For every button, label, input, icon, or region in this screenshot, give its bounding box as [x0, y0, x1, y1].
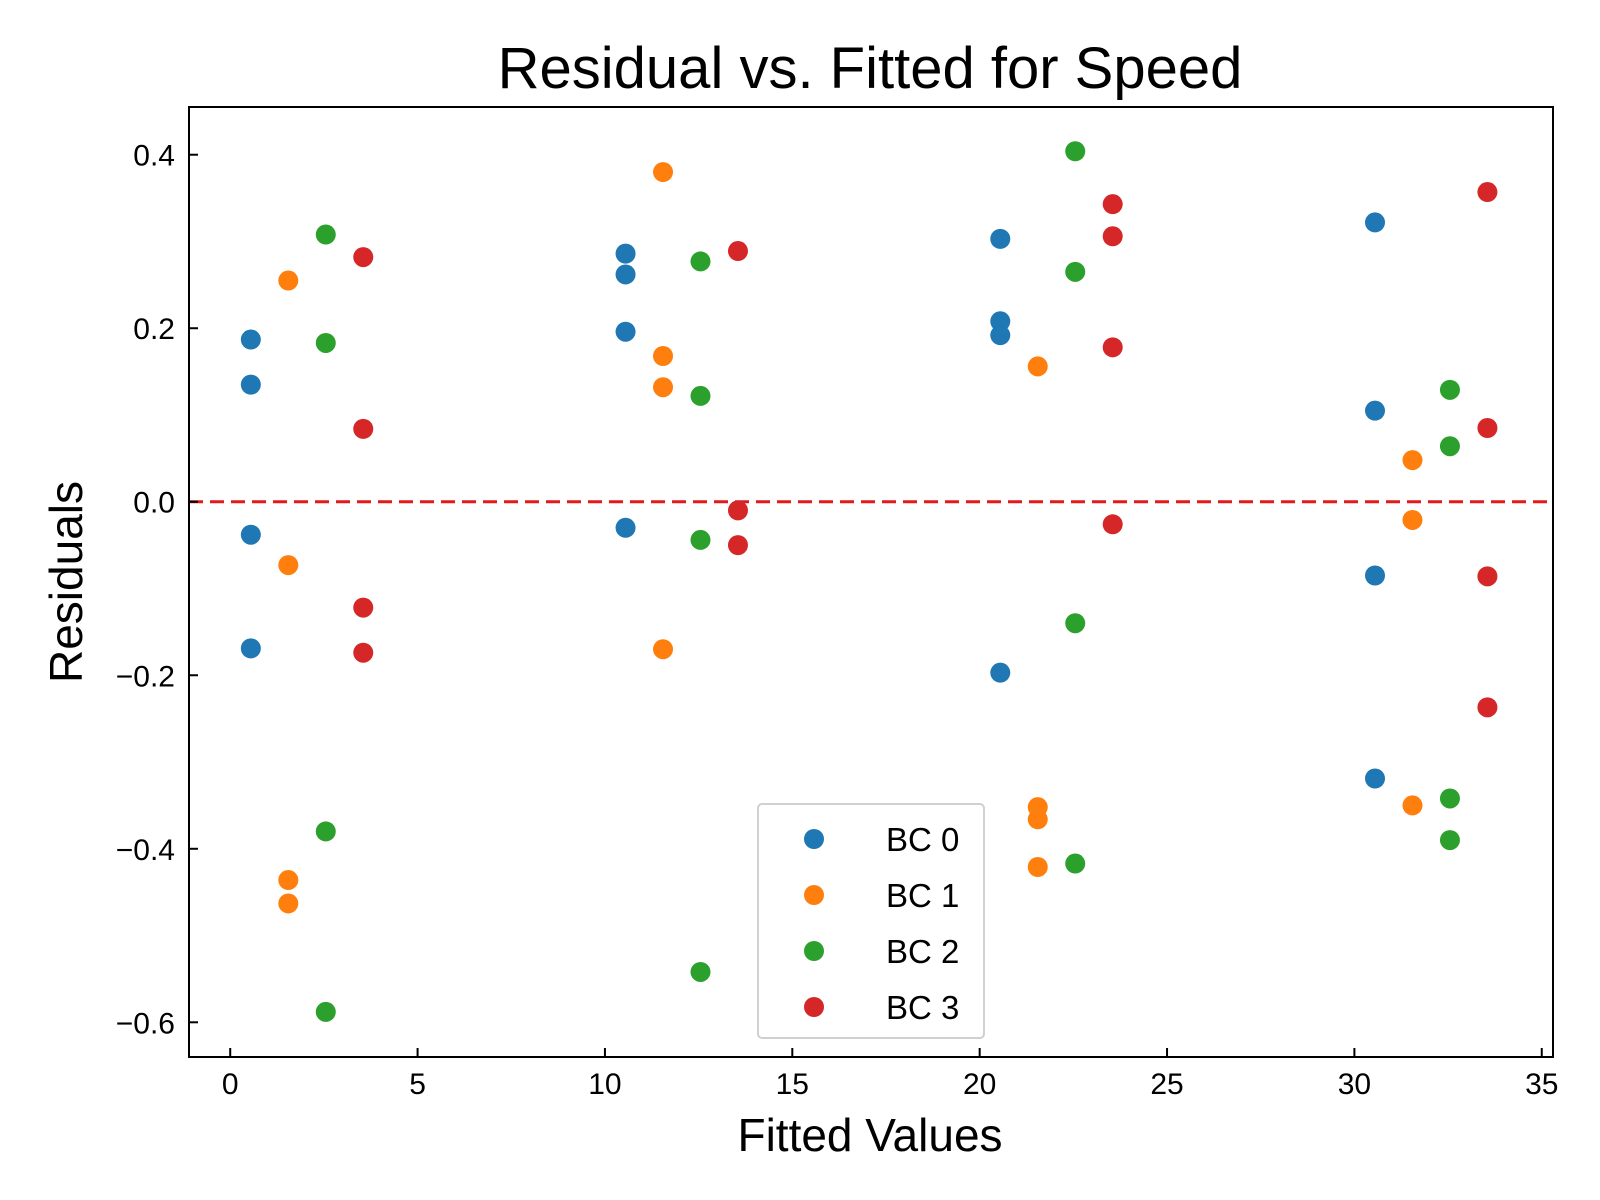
legend-marker-bc0	[804, 829, 824, 849]
legend-label-bc2: BC 2	[886, 933, 959, 970]
y-axis: 0.4 0.2 0.0 −0.2 −0.4 −0.6	[116, 140, 198, 1040]
x-tick-label: 25	[1150, 1068, 1183, 1101]
data-point-bc0	[240, 524, 261, 545]
data-point-bc1	[653, 639, 674, 660]
y-tick-label: 0.4	[133, 140, 175, 173]
x-tick-label: 30	[1338, 1068, 1371, 1101]
data-point-bc3	[353, 597, 374, 618]
legend-label-bc0: BC 0	[886, 821, 959, 858]
data-point-bc2	[315, 332, 336, 353]
data-point-bc3	[727, 535, 748, 556]
data-point-bc3	[1477, 697, 1498, 718]
legend-label-bc3: BC 3	[886, 989, 959, 1026]
legend-marker-bc2	[804, 941, 824, 961]
legend-box	[757, 803, 985, 1039]
data-point-bc0	[990, 311, 1011, 332]
data-point-bc2	[690, 385, 711, 406]
data-point-bc2	[1065, 141, 1086, 162]
data-point-bc0	[1365, 212, 1386, 233]
data-point-bc2	[690, 961, 711, 982]
y-tick-label: 0.0	[133, 487, 175, 520]
data-point-bc3	[353, 247, 374, 268]
data-point-bc2	[690, 529, 711, 550]
x-tick-label: 20	[963, 1068, 996, 1101]
y-axis-title: Residuals	[40, 481, 92, 683]
data-point-bc3	[353, 642, 374, 663]
legend-marker-bc1	[804, 885, 824, 905]
data-point-bc2	[1439, 830, 1460, 851]
legend: BC 0 BC 1 BC 2 BC 3	[757, 803, 985, 1039]
data-point-bc1	[1027, 857, 1048, 877]
y-tick-label: −0.4	[116, 834, 175, 867]
data-point-bc0	[1365, 400, 1386, 421]
data-point-bc3	[1102, 514, 1123, 535]
data-point-bc0	[990, 662, 1011, 683]
data-point-bc0	[1365, 768, 1386, 789]
data-point-bc3	[1477, 566, 1498, 587]
data-point-bc2	[1439, 788, 1460, 809]
data-point-bc3	[727, 241, 748, 262]
data-point-bc1	[653, 377, 674, 398]
data-point-bc1	[1027, 809, 1048, 830]
data-point-bc3	[353, 418, 374, 439]
data-point-bc2	[1065, 853, 1086, 874]
data-point-bc2	[1065, 613, 1086, 634]
data-point-bc2	[315, 1001, 336, 1022]
data-point-bc1	[1402, 450, 1423, 471]
x-tick-label: 0	[222, 1068, 239, 1101]
data-point-bc1	[1402, 509, 1423, 530]
y-tick-label: −0.2	[116, 660, 175, 693]
data-point-bc0	[240, 329, 261, 350]
data-point-bc1	[278, 555, 299, 576]
data-point-bc2	[315, 224, 336, 245]
x-tick-label: 5	[409, 1068, 426, 1101]
x-axis-title: Fitted Values	[737, 1109, 1002, 1161]
chart-title: Residual vs. Fitted for Speed	[498, 36, 1243, 101]
data-point-bc0	[990, 228, 1011, 249]
data-point-bc2	[315, 821, 336, 842]
data-point-bc1	[278, 270, 299, 291]
data-point-bc1	[653, 162, 674, 183]
data-point-bc0	[990, 325, 1011, 346]
data-point-bc0	[615, 243, 636, 264]
data-point-bc3	[1477, 182, 1498, 203]
data-point-bc2	[1065, 261, 1086, 282]
data-point-bc3	[1102, 194, 1123, 215]
data-point-bc1	[278, 870, 299, 891]
x-tick-label: 35	[1525, 1068, 1558, 1101]
data-point-bc0	[615, 517, 636, 538]
data-point-bc2	[690, 251, 711, 272]
data-point-bc0	[240, 374, 261, 395]
data-point-bc3	[727, 500, 748, 521]
data-point-bc0	[240, 638, 261, 659]
y-tick-label: −0.6	[116, 1007, 175, 1040]
data-point-bc0	[615, 321, 636, 342]
data-point-bc0	[615, 264, 636, 285]
data-point-bc1	[278, 893, 299, 914]
data-point-bc1	[1402, 795, 1423, 816]
data-point-bc2	[1439, 436, 1460, 457]
data-point-bc1	[1027, 356, 1048, 377]
x-tick-label: 15	[776, 1068, 809, 1101]
data-point-bc3	[1102, 337, 1123, 358]
x-axis: 0 5 10 15 20 25 30 35	[222, 1048, 1558, 1101]
legend-label-bc1: BC 1	[886, 877, 959, 914]
data-point-bc0	[1365, 565, 1386, 586]
x-tick-label: 10	[588, 1068, 621, 1101]
data-point-bc3	[1102, 226, 1123, 247]
data-point-bc1	[653, 345, 674, 366]
legend-marker-bc3	[804, 997, 824, 1017]
data-points-layer	[240, 141, 1498, 1022]
data-point-bc3	[1477, 418, 1498, 439]
data-point-bc2	[1439, 379, 1460, 400]
y-tick-label: 0.2	[133, 313, 175, 346]
plot-frame	[188, 106, 1554, 1058]
